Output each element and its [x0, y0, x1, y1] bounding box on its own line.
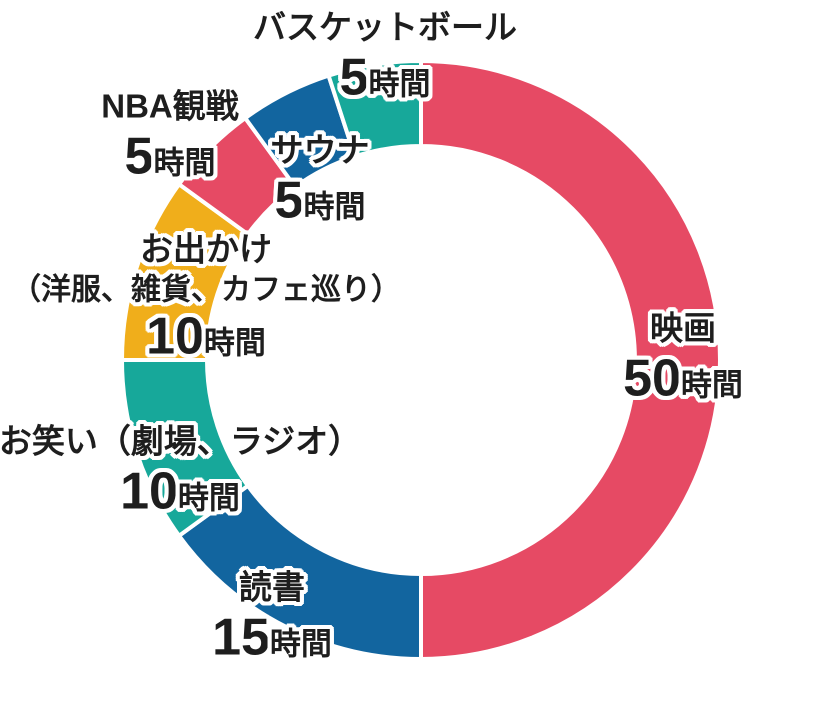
segment-name: 読書: [239, 568, 305, 606]
value-number: 10: [120, 462, 178, 521]
segment-name: 映画: [650, 309, 716, 347]
segment-name-detail: （洋服、雑貨、カフェ巡り）: [11, 273, 401, 307]
segment-name: お出かけ: [140, 230, 272, 268]
value-unit: 時間: [368, 66, 431, 102]
segment-value: 5時間: [253, 49, 517, 105]
segment-value: 50時間: [623, 350, 743, 406]
segment-label-reading: 読書 15時間: [212, 566, 332, 665]
segment-label-outing: お出かけ （洋服、雑貨、カフェ巡り） 10時間: [11, 229, 401, 366]
value-unit: 時間: [680, 367, 743, 403]
segment-value: 5時間: [101, 128, 239, 184]
value-unit: 時間: [203, 326, 266, 362]
donut-segment-movie: [419, 58, 722, 662]
segment-label-movie: 映画 50時間: [623, 307, 743, 406]
value-number: 15: [212, 608, 270, 667]
segment-name: サウナ: [270, 131, 370, 169]
value-unit: 時間: [303, 189, 366, 225]
segment-label-sauna: サウナ 5時間: [271, 129, 370, 228]
segment-name: お笑い（劇場、ラジオ）: [0, 422, 362, 460]
value-number: 5: [339, 48, 369, 107]
value-unit: 時間: [153, 145, 216, 181]
segment-value: 10時間: [11, 309, 401, 365]
segment-name: バスケットボール: [253, 8, 517, 46]
segment-label-nba: NBA観戦 5時間: [101, 85, 239, 184]
value-number: 10: [146, 308, 204, 367]
donut-segment-basketball: [326, 58, 423, 159]
segment-value: 10時間: [0, 463, 361, 519]
value-number: 50: [623, 349, 681, 408]
segment-name: NBA観戦: [101, 87, 239, 125]
value-number: 5: [124, 127, 154, 186]
segment-value: 5時間: [271, 172, 370, 228]
segment-label-comedy: お笑い（劇場、ラジオ） 10時間: [0, 420, 361, 519]
value-unit: 時間: [269, 626, 332, 662]
value-unit: 時間: [177, 480, 240, 516]
value-number: 5: [274, 171, 304, 230]
segment-label-basketball: バスケットボール 5時間: [253, 6, 517, 105]
segment-value: 15時間: [212, 609, 332, 665]
